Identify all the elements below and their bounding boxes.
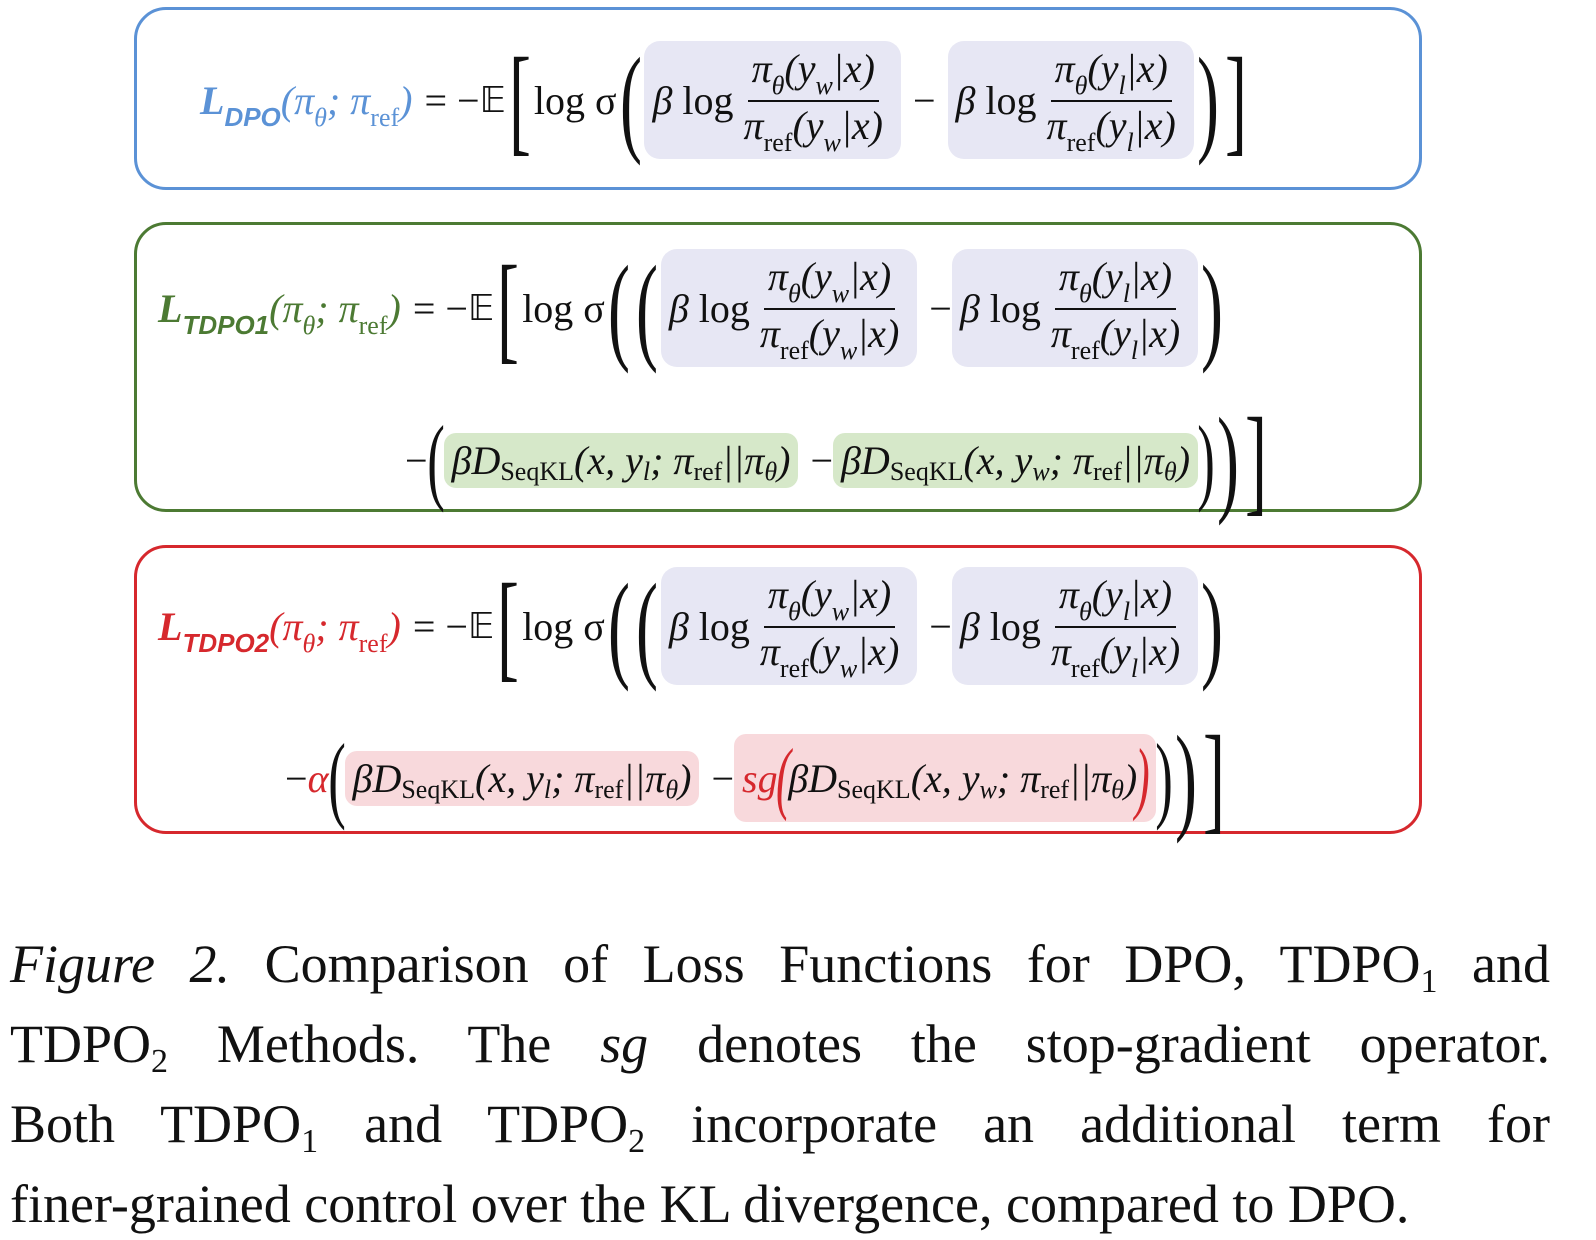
caption-line-2: TDPO2 Methods. The sg denotes the stop-g… bbox=[10, 1014, 1551, 1080]
tdpo2-formula-line2: − α( βD SeqKL (x, y l; π ref ||π θ) − sg(βD Seq… bbox=[285, 711, 1225, 844]
caption-label: Figure 2. bbox=[10, 934, 231, 994]
tdpo1-formula-panel bbox=[134, 222, 1422, 512]
dpo-formula: LDPO(πθ; πref) = − 𝔼 [ log σ ( β log πθ(y… bbox=[200, 33, 1247, 166]
tdpo2-loss-name: LTDPO2(πθ; πref) bbox=[158, 603, 401, 658]
tdpo1-loss-name: LTDPO1(πθ; πref) bbox=[158, 285, 401, 340]
tdpo2-alpha: α bbox=[307, 755, 329, 801]
dpo-log-sigma: log σ bbox=[533, 77, 617, 123]
tdpo1-formula-line1: LTDPO1(πθ; πref) = − 𝔼 [log σ(( β log πθ(… bbox=[158, 241, 1224, 374]
dpo-formula-panel bbox=[134, 7, 1422, 190]
tdpo1-rejected-term: β log πθ(yl|x) πref(yl|x) bbox=[951, 249, 1199, 367]
tdpo1-kl-rejected: βD SeqKL (x, y l; π ref ||π θ) bbox=[443, 432, 799, 488]
tdpo1-formula-line2: − ( βD SeqKL (x, y l; π ref ||π θ) − βD SeqKL (x… bbox=[405, 393, 1267, 526]
tdpo2-rejected-term: β log πθ(yl|x) πref(yl|x) bbox=[951, 567, 1199, 685]
tdpo2-kl-chosen-stopgrad: sg(βD SeqKL (x, y w; π ref ||π θ)) bbox=[734, 734, 1156, 822]
figure-caption: Figure 2. Comparison of Loss Functions f… bbox=[10, 928, 1550, 1240]
tdpo2-sg-operator: sg bbox=[742, 755, 778, 801]
tdpo1-chosen-term: β log πθ(yw|x) πref(yw|x) bbox=[660, 249, 918, 367]
caption-line-4: finer-grained control over the KL diverg… bbox=[10, 1174, 1410, 1234]
caption-line-1: Figure 2. Comparison of Loss Functions f… bbox=[10, 934, 1551, 1000]
tdpo2-kl-rejected: βD SeqKL (x, y l; π ref ||π θ) bbox=[344, 750, 700, 806]
caption-line-3: Both TDPO1 and TDPO2 incorporate an addi… bbox=[10, 1094, 1550, 1160]
tdpo2-chosen-term: β log πθ(yw|x) πref(yw|x) bbox=[660, 567, 918, 685]
dpo-rejected-term: β log πθ(yl|x) πref(yl|x) bbox=[947, 41, 1194, 159]
tdpo2-formula-line1: LTDPO2(πθ; πref) = − 𝔼 [log σ(( β log πθ(… bbox=[158, 559, 1224, 692]
dpo-loss-name: LDPO(πθ; πref) bbox=[200, 77, 413, 132]
tdpo1-kl-chosen: βD SeqKL (x, y w; π ref ||π θ) bbox=[833, 432, 1199, 488]
tdpo2-formula-panel bbox=[134, 545, 1422, 834]
dpo-chosen-term: β log πθ(yw|x) πref(yw|x) bbox=[644, 41, 901, 159]
